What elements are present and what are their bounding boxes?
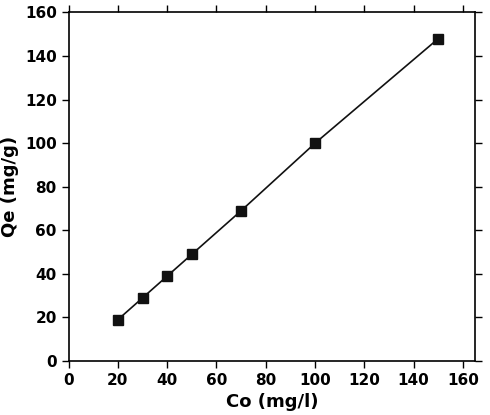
X-axis label: Co (mg/l): Co (mg/l) bbox=[226, 393, 318, 411]
Y-axis label: Qe (mg/g): Qe (mg/g) bbox=[1, 136, 20, 237]
